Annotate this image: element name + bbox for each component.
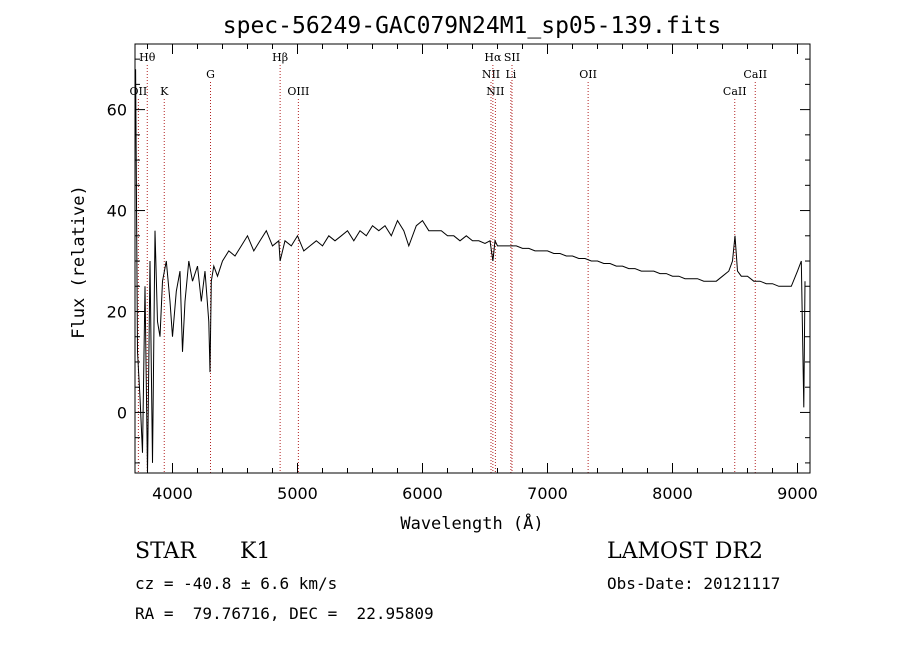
object-subclass: K1	[240, 539, 271, 564]
line-marker-label-3: G	[206, 68, 215, 81]
y-tick-label-1: 20	[107, 302, 127, 321]
x-tick-label-1: 5000	[277, 484, 318, 503]
line-marker-label-8: NII	[486, 85, 504, 98]
line-marker-label-13: CaII	[743, 68, 767, 81]
x-tick-label-2: 6000	[402, 484, 443, 503]
chart-title: spec-56249-GAC079N24M1_sp05-139.fits	[223, 13, 722, 39]
line-marker-label-5: OIII	[287, 85, 309, 98]
axis-ticks: 4000 5000 6000 7000 8000 9000 0 20 40 60	[107, 44, 818, 503]
line-marker-label-9: Li	[505, 68, 516, 81]
x-tick-label-4: 8000	[652, 484, 693, 503]
line-marker-label-7: Hα	[484, 51, 502, 64]
line-marker-label-2: K	[160, 85, 169, 98]
y-tick-label-0: 0	[117, 403, 127, 422]
line-marker-label-12: CaII	[723, 85, 747, 98]
line-marker-label-6: NII	[482, 68, 500, 81]
y-tick-label-3: 60	[107, 101, 127, 120]
x-tick-label-0: 4000	[152, 484, 193, 503]
x-axis-label: Wavelength (Å)	[400, 512, 543, 534]
x-tick-label-3: 7000	[527, 484, 568, 503]
survey-label: LAMOST DR2	[607, 539, 763, 564]
plot-frame	[134, 43, 811, 474]
line-marker-label-10: SII	[504, 51, 520, 64]
x-tick-label-5: 9000	[777, 484, 818, 503]
redshift-text: cz = -40.8 ± 6.6 km/s	[135, 574, 338, 593]
spectrum-line	[135, 69, 806, 474]
y-tick-label-2: 40	[107, 202, 127, 221]
y-axis-label: Flux (relative)	[69, 185, 89, 339]
object-class: STAR	[135, 539, 196, 564]
line-marker-label-11: OII	[579, 68, 597, 81]
line-marker-label-0: OII	[130, 85, 148, 98]
line-marker-label-1: Hθ	[139, 51, 156, 64]
line-marker-label-4: Hβ	[272, 51, 288, 64]
coords-text: RA = 79.76716, DEC = 22.95809	[135, 604, 434, 623]
obs-date-text: Obs-Date: 20121117	[607, 574, 781, 593]
